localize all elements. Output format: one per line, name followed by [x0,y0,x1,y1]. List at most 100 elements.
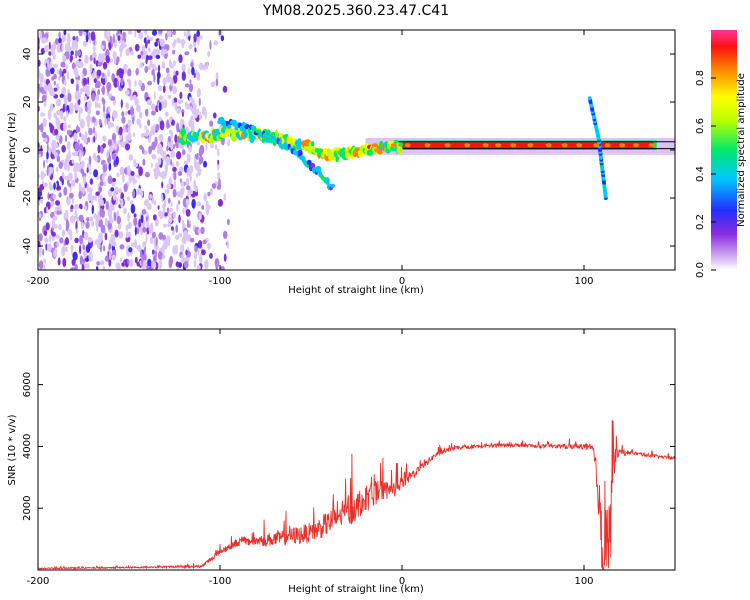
spectrogram-noise-cell [40,195,44,204]
spectrogram-xtick-label: 0 [399,276,405,287]
spectrogram-noise-cell [126,231,129,239]
spectrogram-noise-cell [82,86,87,93]
spectrogram-noise-cell [170,77,174,87]
spectrogram-noise-cell [204,259,209,270]
spectrogram-noise-cell [85,33,89,43]
snr-marks [38,419,675,570]
spectrogram-noise-cell [222,85,228,93]
spectrogram-noise-cell [152,249,155,255]
spectrogram-noise-cell [205,142,208,151]
spectrogram-noise-cell [200,226,205,235]
spectrogram-noise-cell [121,111,125,117]
snr-ytick-label: 2000 [22,495,33,520]
spectrogram-noise-cell [132,132,136,137]
spectrogram-noise-cell [164,169,168,177]
spectrogram-noise-cell [141,147,145,155]
spectrogram-noise-cell [168,129,173,135]
spectrogram-noise-cell [96,176,99,181]
spectrogram-noise-cell [79,255,84,265]
spectrogram-noise-cell [59,175,63,182]
colorbar-tick-label: 0.0 [695,262,706,278]
spectrogram-noise-cell [210,187,213,195]
spectrogram-noise-cell [112,132,116,142]
spectrogram-noise-cell [139,144,143,150]
spectrogram-noise-cell [90,196,94,206]
spectrogram-noise-cell [190,237,195,243]
spectrogram-noise-cell [182,256,185,262]
spectrogram-noise-cell [86,167,89,174]
spectrogram-noise-cell [102,265,106,270]
spectrogram-noise-cell [76,50,82,57]
spectrogram-noise-cell [70,50,74,56]
spectrogram-noise-cell [81,73,85,79]
spectrogram-noise-cell [166,73,171,83]
spectrogram-noise-cell [75,162,81,172]
spectrogram-noise-cell [165,67,170,74]
spectrogram-noise-cell [137,54,142,59]
spectrogram-noise-cell [206,61,209,70]
spectrogram-noise-cell [223,193,227,201]
spectrogram-noise-cell [112,191,117,201]
spectrogram-noise-cell [97,102,101,109]
spectrogram-noise-cell [162,150,167,161]
spectrogram-noise-cell [191,108,197,116]
spectrogram-noise-cell [91,204,95,215]
spectrogram-bead [482,143,489,148]
spectrogram-noise-cell [79,234,84,245]
spectrogram-noise-cell [165,32,168,41]
spectrogram-noise-cell [104,30,108,39]
spectrogram-noise-cell [209,40,212,51]
spectrogram-noise-cell [153,73,156,83]
spectrogram-noise-cell [166,207,170,214]
spectrogram-noise-cell [170,226,174,231]
spectrogram-noise-cell [105,55,111,64]
spectrogram-noise-cell [151,231,156,239]
spectrogram-noise-cell [140,50,144,56]
spectrogram-noise-cell [108,243,112,251]
spectrogram-noise-cell [51,91,55,97]
spectrogram-noise-cell [153,214,157,221]
spectrogram-noise-cell [150,236,154,245]
spectrogram-noise-cell [136,30,141,34]
spectrogram-noise-cell [168,258,173,269]
spectrogram-noise-cell [107,85,110,94]
spectrogram-noise-cell [164,188,170,195]
spectrogram-noise-cell [102,163,108,173]
colorbar-tick-label: 0.8 [695,70,706,86]
spectrogram-noise-cell [158,30,163,34]
spectrogram-noise-cell [78,203,83,209]
spectrogram-noise-cell [193,72,196,78]
spectrogram-noise-cell [142,226,147,233]
spectrogram-noise-cell [64,157,70,163]
spectrogram-noise-cell [107,207,113,217]
spectrogram-noise-cell [58,76,61,81]
spectrogram-noise-cell [48,51,52,56]
spectrogram-noise-cell [127,30,133,35]
spectrogram-noise-cell [62,257,67,268]
spectrogram-noise-cell [166,183,172,190]
spectrogram-noise-cell [70,78,75,85]
spectrogram-noise-cell [104,232,108,241]
spectrogram-noise-cell [165,156,171,166]
spectrogram-noise-cell [189,165,194,174]
spectrogram-noise-cell [149,194,152,199]
spectrogram-branch-cell [227,124,232,129]
spectrogram-noise-cell [123,43,127,48]
spectrogram-noise-cell [63,55,67,63]
spectrogram-noise-cell [217,159,220,165]
spectrogram-noise-cell [121,116,126,124]
spectrogram-noise-cell [159,172,164,178]
spectrogram-noise-cell [71,197,74,205]
spectrogram-noise-cell [167,197,171,204]
spectrogram-noise-cell [97,218,103,228]
spectrogram-noise-cell [170,158,173,166]
spectrogram-noise-cell [78,190,83,200]
spectrogram-branch-cell [297,149,303,157]
spectrogram-noise-cell [188,83,194,93]
spectrogram-noise-cell [142,44,146,52]
spectrogram-noise-cell [146,99,153,106]
spectrogram-noise-cell [120,99,123,109]
spectrogram-noise-cell [104,117,108,126]
spectrogram-noise-cell [64,209,69,219]
spectrogram-noise-cell [142,241,147,246]
